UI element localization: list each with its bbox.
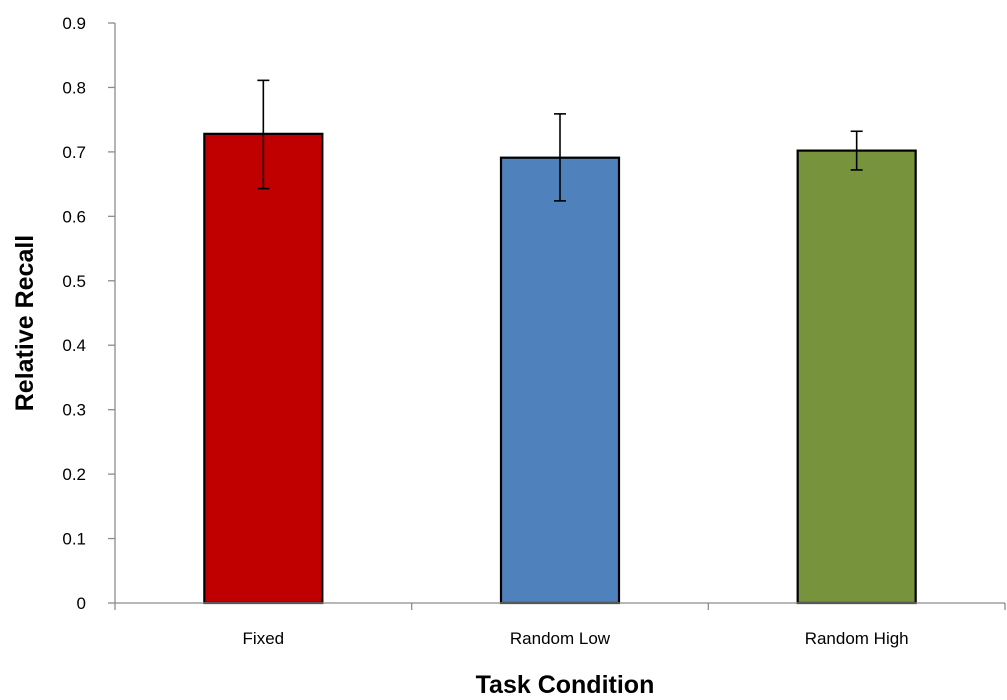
y-tick-label: 0.9: [62, 14, 86, 33]
bars: [203, 132, 917, 605]
x-tick-label: Fixed: [243, 629, 285, 648]
y-tick-label: 0.7: [62, 143, 86, 162]
y-tick-label: 0: [77, 594, 86, 613]
y-tick-label: 0.1: [62, 530, 86, 549]
x-axis-ticks: Fixed Random Low Random High: [114, 603, 1006, 648]
y-tick-label: 0.4: [62, 336, 86, 355]
y-tick-label: 0.3: [62, 401, 86, 420]
bar-random-high: [796, 149, 917, 605]
error-bars: [257, 79, 863, 202]
x-axis-title: Task Condition: [476, 671, 655, 699]
x-tick-label: Random High: [805, 629, 909, 648]
y-tick-label: 0.8: [62, 78, 86, 97]
y-axis-ticks: 0 0.1 0.2 0.3 0.4 0.5 0.6 0.7 0.8 0.9: [62, 14, 115, 613]
x-tick-label: Random Low: [510, 629, 611, 648]
bar-fixed: [203, 132, 324, 605]
y-axis-title: Relative Recall: [11, 235, 39, 412]
y-tick-label: 0.2: [62, 465, 86, 484]
y-tick-label: 0.6: [62, 207, 86, 226]
y-tick-label: 0.5: [62, 272, 86, 291]
bar-random-low: [499, 156, 621, 605]
